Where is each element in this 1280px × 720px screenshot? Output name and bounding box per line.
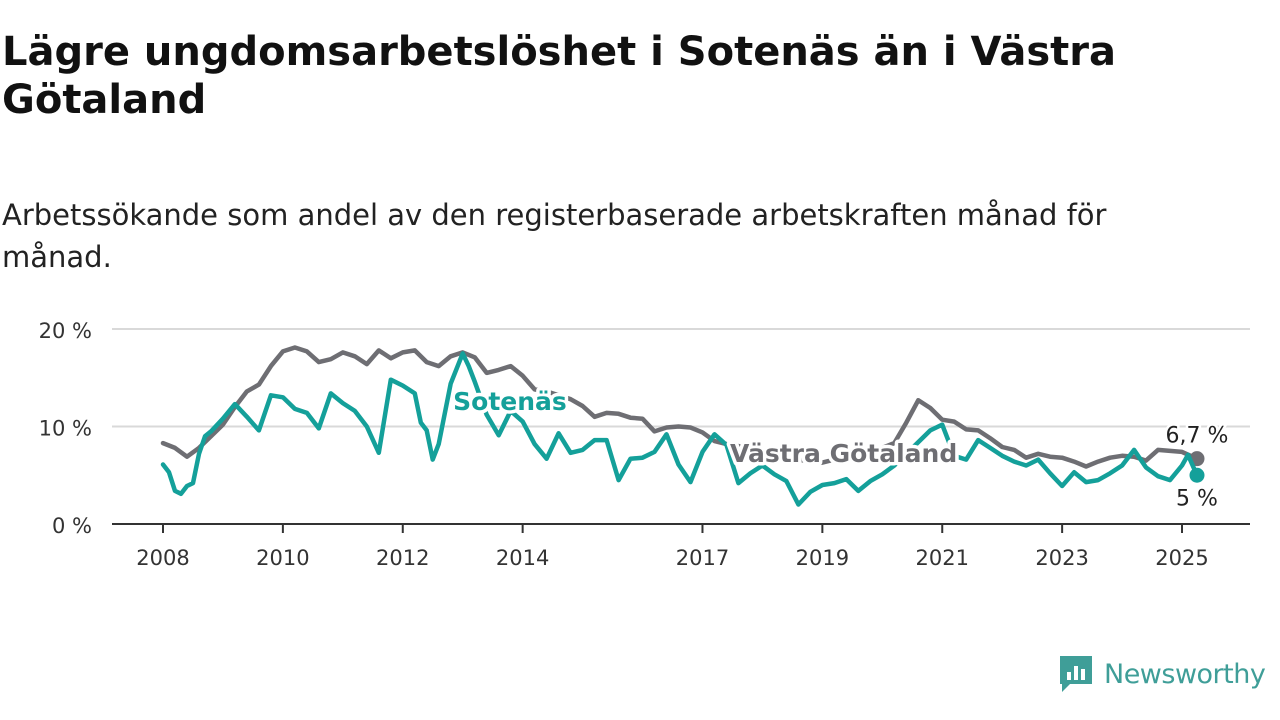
x-tick-label: 2012 [376, 546, 429, 570]
series-line-1 [160, 351, 1200, 507]
y-tick-label: 20 % [39, 319, 92, 343]
x-tick-label: 2023 [1035, 546, 1088, 570]
brand-name: Newsworthy [1104, 658, 1266, 690]
newsworthy-logo-icon [1060, 656, 1092, 692]
x-tick-label: 2025 [1155, 546, 1208, 570]
series-label-1: Sotenäs [453, 387, 567, 416]
x-tick-label: 2008 [136, 546, 189, 570]
x-tick-label: 2010 [256, 546, 309, 570]
chart-subtitle: Arbetssökande som andel av den registerb… [2, 198, 1107, 274]
brand-logo: Newsworthy [1058, 654, 1266, 694]
y-tick-label: 0 % [52, 514, 92, 538]
series-end-point-1 [1189, 467, 1205, 483]
end-value-label-1: 5 % [1176, 486, 1218, 511]
x-tick-label: 2021 [916, 546, 969, 570]
x-tick-label: 2019 [796, 546, 849, 570]
end-value-label-0: 6,7 % [1166, 424, 1229, 449]
series-label-0: Västra Götaland [730, 439, 957, 468]
x-tick-label: 2014 [496, 546, 549, 570]
series-line-0 [160, 345, 1200, 469]
y-tick-label: 10 % [39, 417, 92, 441]
x-tick-label: 2017 [676, 546, 729, 570]
chart-title: Lägre ungdomsarbetslöshet i Sotenäs än i… [2, 29, 1116, 123]
